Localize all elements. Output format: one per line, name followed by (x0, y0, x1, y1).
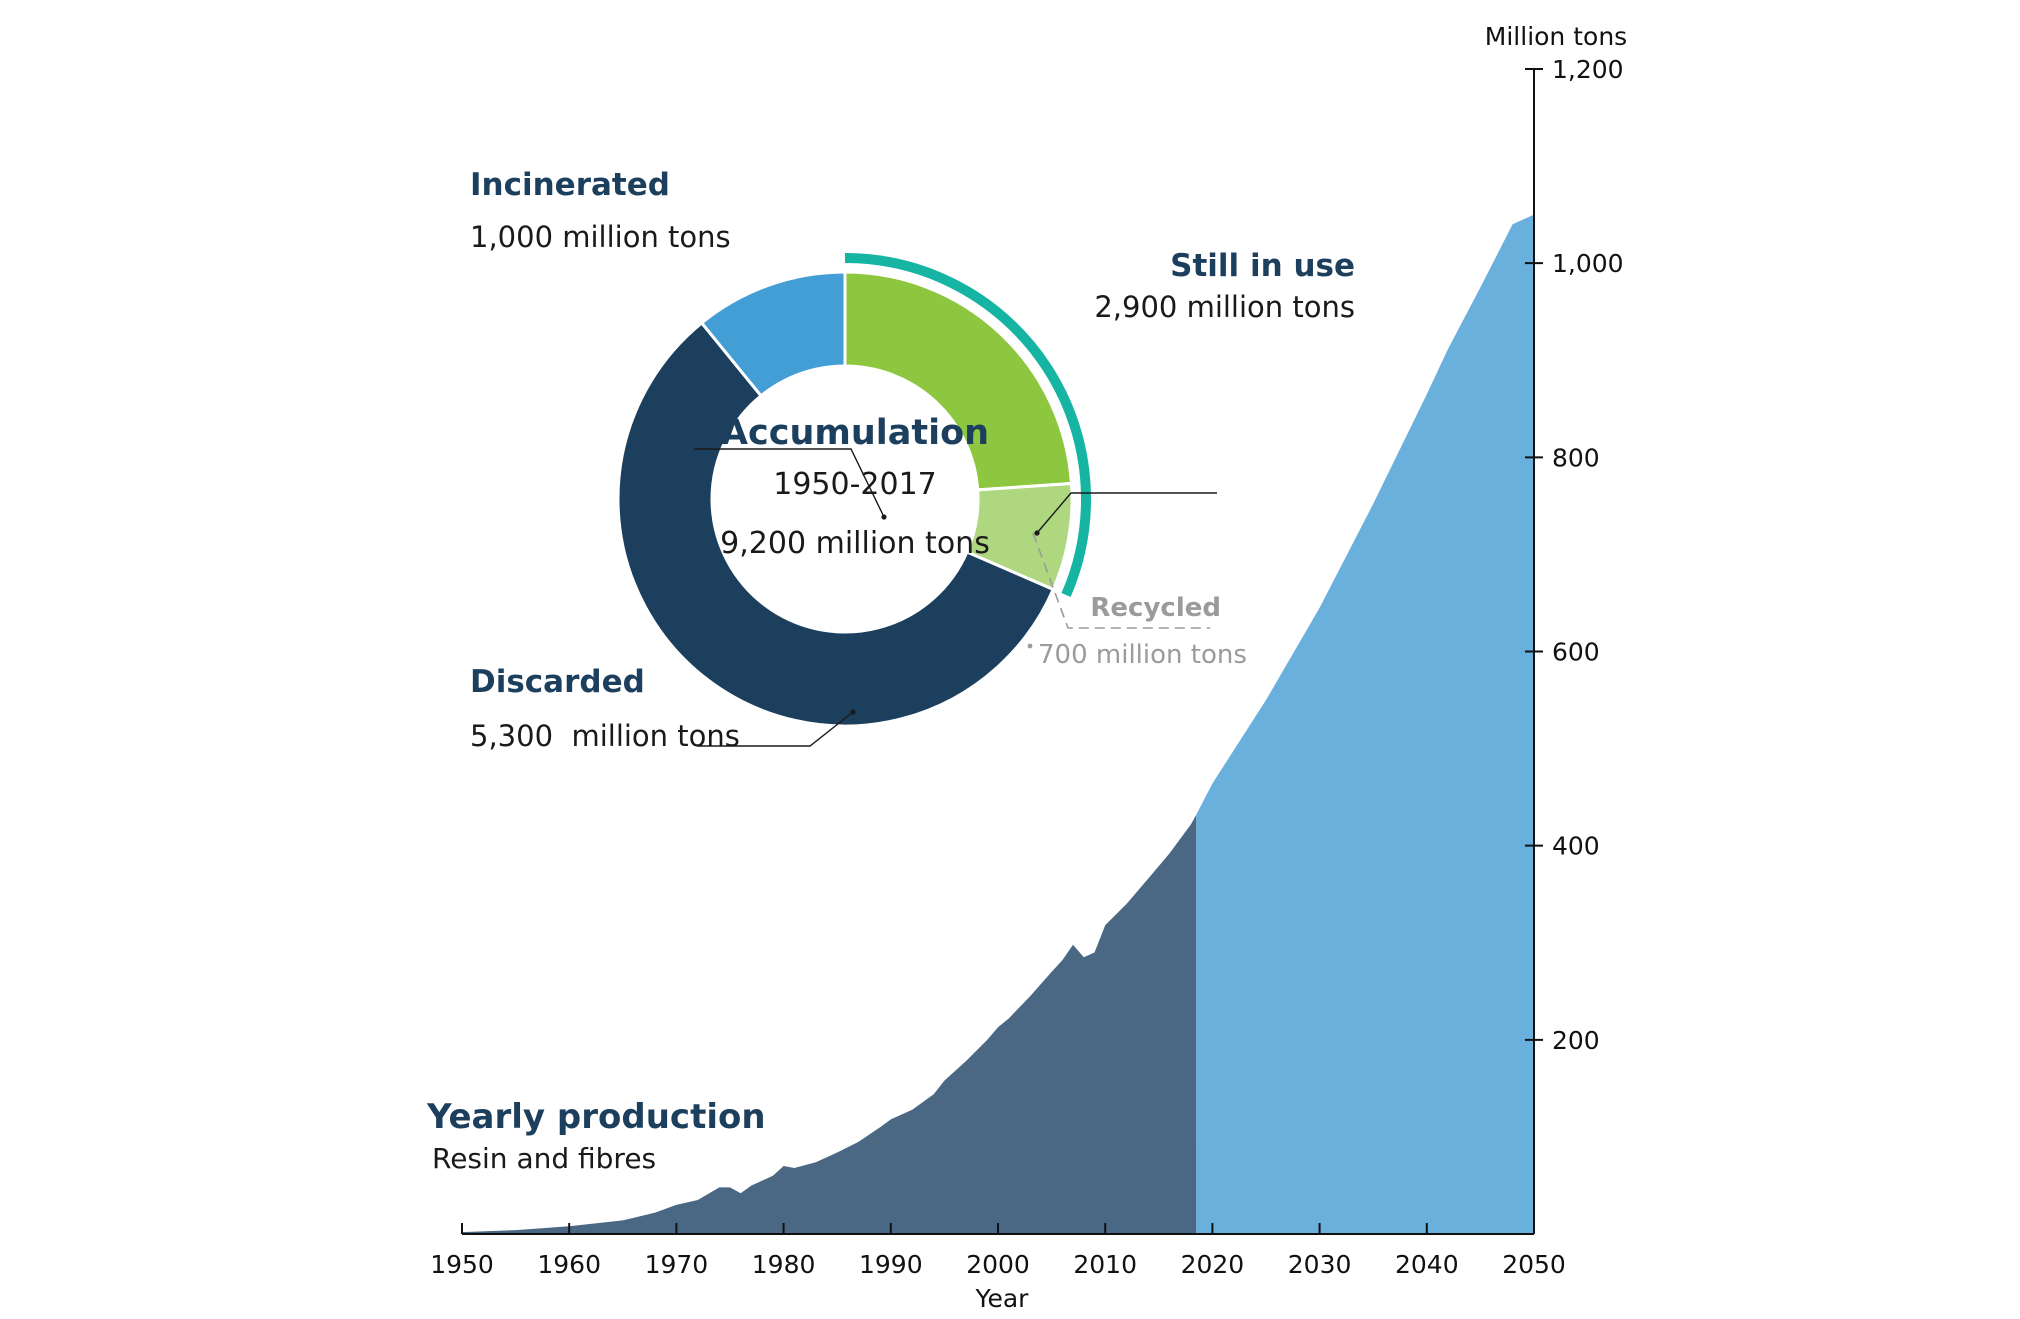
y-axis-unit-label: Million tons (1485, 22, 1627, 51)
x-tick-label: 1970 (645, 1250, 709, 1279)
leader-still-dot (1034, 530, 1040, 536)
donut-slice-still-in-use (843, 270, 1074, 492)
yearly-production-subtitle: Resin and fibres (432, 1142, 656, 1175)
leader-still-in-use (1036, 492, 1217, 534)
leader-center (694, 448, 885, 518)
x-tick-label: 2050 (1502, 1250, 1566, 1279)
still-in-use-title: Still in use (1170, 248, 1355, 284)
leader-center-dot (881, 514, 887, 520)
incinerated-title: Incinerated (470, 167, 670, 203)
y-tick-label: 1,200 (1552, 55, 1624, 84)
x-tick-label: 1950 (430, 1250, 494, 1279)
still-in-use-value: 2,900 million tons (1094, 290, 1355, 324)
area-series-1 (462, 814, 1197, 1234)
center-title: Accumulation (721, 413, 989, 453)
y-tick-label: 800 (1552, 443, 1600, 472)
still-in-use-highlight-arc (844, 253, 1091, 598)
recycled-separator (977, 482, 1072, 492)
leader-recycled (1032, 532, 1210, 629)
accumulation-donut (616, 253, 1091, 728)
x-tick-label: 1980 (752, 1250, 816, 1279)
discarded-title: Discarded (470, 664, 645, 700)
y-tick-label: 200 (1552, 1026, 1600, 1055)
x-tick-label: 2000 (966, 1250, 1030, 1279)
x-tick-label: 2020 (1181, 1250, 1245, 1279)
y-tick-label: 1,000 (1552, 249, 1624, 278)
leader-lines (694, 448, 1217, 747)
donut-slice-incinerated (699, 270, 847, 398)
x-tick-label: 2010 (1073, 1250, 1137, 1279)
recycled-title: Recycled (1090, 593, 1221, 623)
center-total: 9,200 million tons (720, 526, 990, 561)
discarded-value: 5,300 million tons (470, 719, 740, 753)
x-tick-label: 2040 (1395, 1250, 1459, 1279)
incinerated-value: 1,000 million tons (470, 220, 731, 254)
axes-group: 1950 1960 1970 1980 1990 2000 2010 2020 2030 2040… (430, 55, 1623, 1279)
x-tick-label: 2030 (1288, 1250, 1352, 1279)
y-tick-label: 600 (1552, 638, 1600, 667)
x-tick-label: 1960 (537, 1250, 601, 1279)
leader-recycled-dot (1027, 643, 1033, 649)
area-series-2 (1196, 214, 1534, 1235)
production-area-group (462, 214, 1534, 1235)
leader-discarded-dot (850, 709, 856, 715)
recycled-value: 700 million tons (1038, 640, 1247, 670)
donut-slice-discarded (616, 320, 1056, 728)
center-years: 1950-2017 (773, 467, 937, 502)
leader-discarded (697, 711, 854, 747)
x-axis-title: Year (975, 1284, 1030, 1313)
y-tick-label: 400 (1552, 832, 1600, 861)
x-tick-label: 1990 (859, 1250, 923, 1279)
yearly-production-title: Yearly production (426, 1097, 766, 1137)
